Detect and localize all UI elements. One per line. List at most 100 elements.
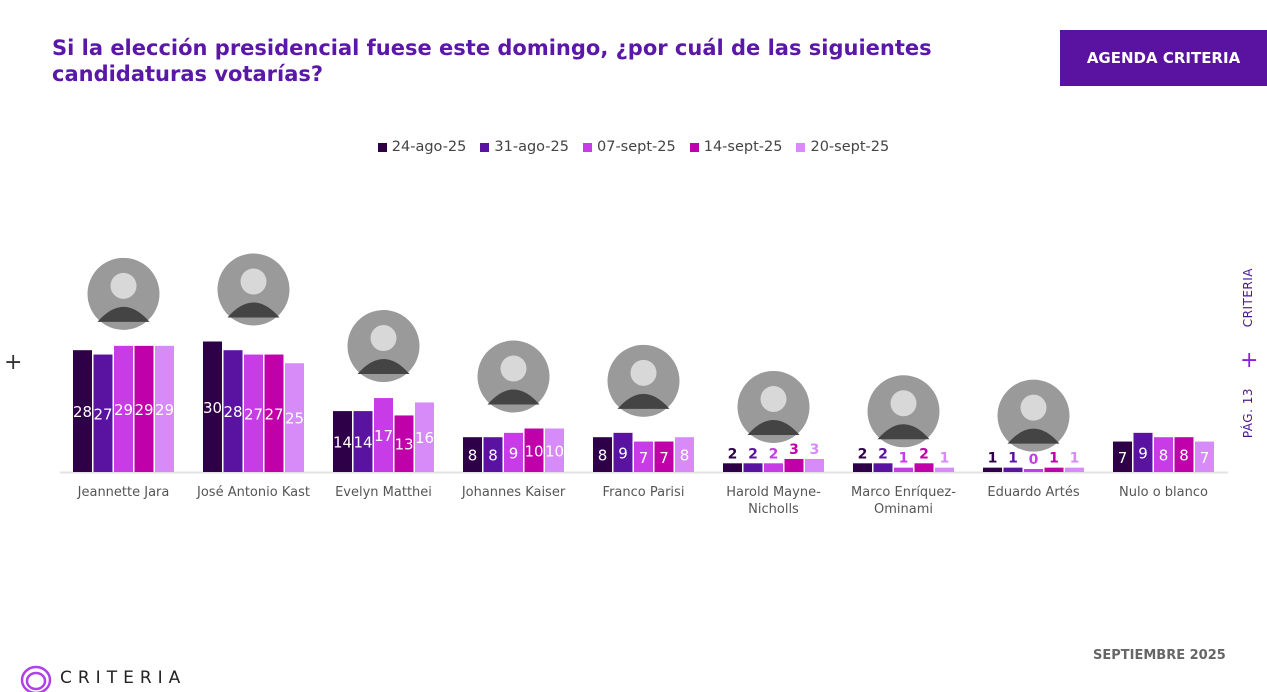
data-label: 13 (394, 436, 413, 454)
bar (374, 398, 393, 472)
bar (483, 437, 503, 472)
bar (114, 345, 133, 472)
bar (223, 350, 243, 472)
legend: 24-ago-25 31-ago-25 07-sept-25 14-sept-25 20… (0, 139, 1267, 155)
data-label: 2 (858, 446, 868, 462)
data-label: 14 (353, 434, 372, 452)
legend-label: 31-ago-25 (494, 139, 569, 155)
data-label: 0 (1029, 452, 1039, 468)
category-label: Johannes Kaiser (461, 485, 566, 500)
data-label: 25 (285, 410, 304, 428)
data-label: 30 (203, 399, 222, 417)
logo-icon (20, 665, 52, 692)
data-label: 8 (1159, 447, 1169, 465)
bar (73, 350, 92, 472)
data-label: 16 (415, 429, 434, 447)
bar (894, 467, 913, 472)
photo-head-icon (1020, 394, 1047, 421)
data-label: 2 (919, 446, 929, 462)
legend-item: 24-ago-25 (377, 139, 466, 155)
page-number: PÁG. 13 (1241, 388, 1255, 439)
data-label: 29 (134, 401, 153, 419)
photo-body-icon (747, 419, 800, 435)
bar (93, 354, 113, 472)
data-label: 27 (244, 405, 263, 423)
legend-swatch (480, 142, 490, 152)
bar (805, 458, 824, 472)
bar (415, 402, 434, 472)
bar (634, 441, 653, 472)
data-label: 1 (1070, 451, 1080, 467)
photo-head-icon (370, 325, 397, 352)
bar (1113, 441, 1132, 472)
photo-body-icon (227, 302, 280, 318)
category-label: Nulo o blanco (1119, 485, 1208, 500)
photo-body-icon (1007, 428, 1060, 444)
data-label: 8 (488, 447, 498, 465)
page-title: Si la elección presidencial fuese este d… (52, 36, 932, 86)
bar (853, 463, 872, 472)
legend-label: 14-sept-25 (703, 139, 783, 155)
legend-item: 20-sept-25 (796, 139, 889, 155)
data-label: 9 (509, 444, 519, 462)
data-label: 27 (93, 405, 112, 423)
data-label: 3 (789, 442, 799, 458)
bar (914, 463, 934, 472)
agenda-criteria-button[interactable]: AGENDA CRITERIA (1060, 30, 1267, 86)
plus-icon: + (4, 350, 23, 375)
bar (1154, 437, 1173, 472)
data-label: 1 (940, 451, 950, 467)
bar (244, 354, 263, 472)
data-label: 17 (374, 427, 393, 445)
legend-label: 07-sept-25 (597, 139, 676, 155)
category-label: Evelyn Matthei (335, 485, 432, 500)
photo-body-icon (617, 393, 670, 409)
data-label: 8 (1179, 447, 1189, 465)
data-label: 8 (468, 447, 478, 465)
logo-text: CRITERIA (60, 668, 187, 688)
data-label: 29 (114, 401, 133, 419)
data-label: 2 (769, 446, 779, 462)
data-label: 2 (748, 446, 758, 462)
data-label: 7 (1118, 449, 1128, 467)
data-label: 7 (1200, 449, 1210, 467)
footer-date: SEPTIEMBRE 2025 (1093, 648, 1226, 663)
data-label: 1 (1008, 451, 1018, 467)
data-label: 10 (545, 442, 564, 460)
bar (463, 437, 482, 472)
bar (654, 441, 674, 472)
bar (394, 415, 414, 472)
bar (675, 437, 694, 472)
bar (353, 411, 373, 472)
bar (524, 428, 544, 472)
data-label: 3 (810, 442, 820, 458)
data-label: 2 (878, 446, 888, 462)
data-label: 27 (264, 405, 283, 423)
photo-head-icon (500, 355, 527, 382)
data-label: 7 (639, 449, 649, 467)
data-label: 9 (1138, 444, 1148, 462)
bar (784, 458, 804, 472)
criteria-logo: CRITERIA (20, 664, 186, 692)
bar (1065, 467, 1084, 472)
data-label: 14 (333, 434, 352, 452)
bar (1003, 467, 1023, 472)
bar (723, 463, 742, 472)
photo-head-icon (240, 268, 267, 295)
legend-swatch (689, 142, 699, 152)
bar (1133, 432, 1153, 472)
bar (155, 345, 174, 472)
data-label: 9 (618, 444, 628, 462)
legend-swatch (583, 142, 592, 152)
bar (545, 428, 564, 472)
photo-head-icon (110, 272, 137, 299)
legend-label: 20-sept-25 (810, 139, 890, 155)
category-label: Eduardo Artés (987, 485, 1079, 500)
data-label: 1 (988, 451, 998, 467)
data-label: 28 (73, 403, 92, 421)
category-label: Marco Enríquez-Ominami (851, 485, 956, 517)
bar (285, 363, 304, 472)
category-label: Jeannette Jara (77, 485, 170, 500)
data-label: 10 (524, 442, 543, 460)
